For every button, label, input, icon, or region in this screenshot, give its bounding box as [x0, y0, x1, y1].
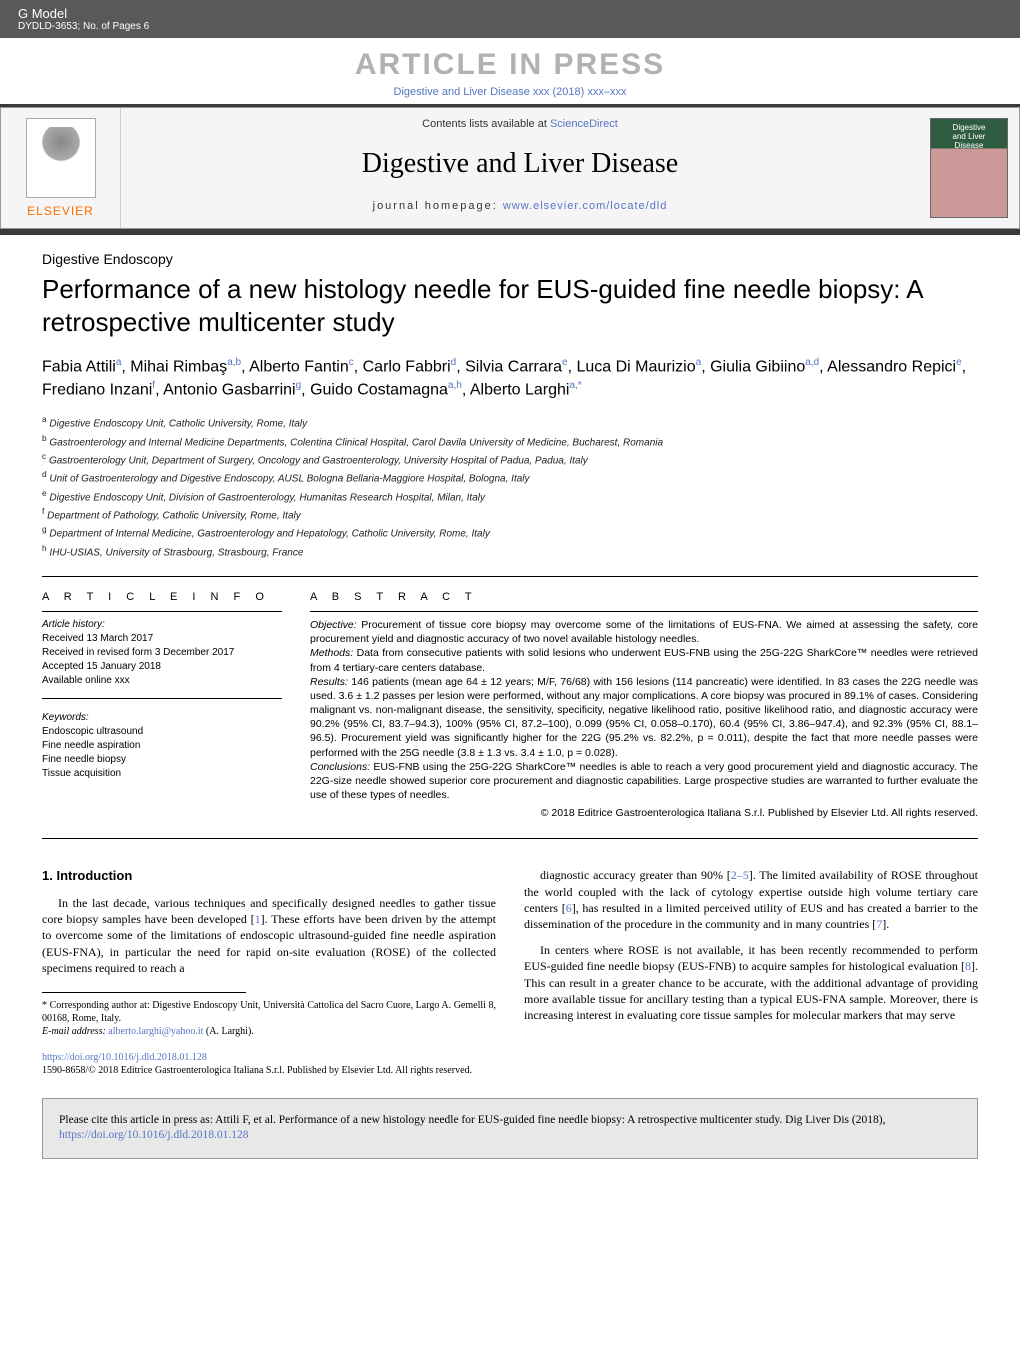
intro-p3: In centers where ROSE is not available, …: [524, 942, 978, 1023]
elsevier-tree-icon: [26, 118, 96, 198]
homepage-line: journal homepage: www.elsevier.com/locat…: [131, 200, 909, 212]
journal-cover: [919, 108, 1019, 228]
objective-text: Procurement of tissue core biopsy may ov…: [310, 619, 978, 645]
abstract-copyright: © 2018 Editrice Gastroenterologica Itali…: [310, 806, 978, 820]
journal-box: ELSEVIER Contents lists available at Sci…: [0, 107, 1020, 229]
corr-author: * Corresponding author at: Digestive End…: [42, 999, 496, 1025]
article-content: Digestive Endoscopy Performance of a new…: [0, 235, 1020, 1098]
results-text: 146 patients (mean age 64 ± 12 years; M/…: [310, 676, 978, 759]
doi-link[interactable]: https://doi.org/10.1016/j.dld.2018.01.12…: [42, 1052, 207, 1063]
press-banner: ARTICLE IN PRESS: [0, 38, 1020, 86]
online-date: Available online xxx: [42, 674, 282, 688]
journal-title: Digestive and Liver Disease: [131, 148, 909, 180]
model-header: G Model DYDLD-3653; No. of Pages 6: [0, 0, 1020, 38]
objective-label: Objective:: [310, 619, 357, 631]
keyword: Endoscopic ultrasound: [42, 725, 282, 739]
abstract-rule: [310, 611, 978, 612]
p2-text-a: diagnostic accuracy greater than 90% [: [540, 868, 731, 882]
authors: Fabia Attilia, Mihai Rimbaşa,b, Alberto …: [42, 356, 978, 401]
contents-line: Contents lists available at ScienceDirec…: [131, 118, 909, 130]
conclusions-label: Conclusions:: [310, 761, 370, 773]
keyword: Fine needle aspiration: [42, 739, 282, 753]
contents-prefix: Contents lists available at: [422, 118, 550, 130]
intro-p2: diagnostic accuracy greater than 90% [2–…: [524, 867, 978, 932]
history-label: Article history:: [42, 618, 282, 632]
cite-text: Please cite this article in press as: At…: [59, 1114, 885, 1126]
keywords-block: Keywords: Endoscopic ultrasound Fine nee…: [42, 711, 282, 781]
article-title: Performance of a new histology needle fo…: [42, 273, 978, 338]
conclusions-text: EUS-FNB using the 25G-22G SharkCore™ nee…: [310, 761, 978, 801]
left-column: 1. Introduction In the last decade, vari…: [42, 867, 496, 1037]
info-heading: A R T I C L E I N F O: [42, 591, 282, 603]
email-suffix: (A. Larghi).: [203, 1026, 253, 1037]
received-date: Received 13 March 2017: [42, 632, 282, 646]
elsevier-name: ELSEVIER: [27, 204, 94, 218]
journal-center: Contents lists available at ScienceDirec…: [121, 108, 919, 228]
abstract-column: A B S T R A C T Objective: Procurement o…: [310, 591, 978, 820]
homepage-link[interactable]: www.elsevier.com/locate/dld: [503, 200, 668, 212]
article-info-column: A R T I C L E I N F O Article history: R…: [42, 591, 282, 820]
body-columns: 1. Introduction In the last decade, vari…: [42, 867, 978, 1037]
email-label: E-mail address:: [42, 1026, 108, 1037]
homepage-prefix: journal homepage:: [373, 200, 503, 212]
info-rule-2: [42, 698, 282, 699]
history-block: Article history: Received 13 March 2017 …: [42, 618, 282, 688]
info-rule: [42, 611, 282, 612]
ref-link-2-5[interactable]: 2–5: [731, 868, 749, 882]
intro-p1: In the last decade, various techniques a…: [42, 895, 496, 976]
section-type: Digestive Endoscopy: [42, 251, 978, 267]
email-line: E-mail address: alberto.larghi@yahoo.it …: [42, 1025, 496, 1038]
p3-text-a: In centers where ROSE is not available, …: [524, 943, 978, 973]
doi-line: https://doi.org/10.1016/j.dld.2018.01.12…: [42, 1052, 978, 1063]
accepted-date: Accepted 15 January 2018: [42, 660, 282, 674]
footnote-separator: [42, 992, 246, 993]
sciencedirect-link[interactable]: ScienceDirect: [550, 118, 618, 130]
intro-heading: 1. Introduction: [42, 867, 496, 885]
cover-thumb-icon: [930, 118, 1008, 218]
cite-box: Please cite this article in press as: At…: [42, 1098, 978, 1159]
email-link[interactable]: alberto.larghi@yahoo.it: [108, 1026, 203, 1037]
info-abstract-row: A R T I C L E I N F O Article history: R…: [42, 576, 978, 839]
revised-date: Received in revised form 3 December 2017: [42, 646, 282, 660]
methods-text: Data from consecutive patients with soli…: [310, 647, 978, 673]
right-column: diagnostic accuracy greater than 90% [2–…: [524, 867, 978, 1037]
abstract-text: Objective: Procurement of tissue core bi…: [310, 618, 978, 820]
model-ref: DYDLD-3653; No. of Pages 6: [18, 21, 1002, 32]
p2-text-c: ], has resulted in a limited perceived u…: [524, 901, 978, 931]
keyword: Fine needle biopsy: [42, 753, 282, 767]
cite-link[interactable]: https://doi.org/10.1016/j.dld.2018.01.12…: [59, 1129, 249, 1141]
citation-link[interactable]: Digestive and Liver Disease xxx (2018) x…: [394, 86, 627, 98]
gmodel-label: G Model: [18, 6, 1002, 21]
affiliations: a Digestive Endoscopy Unit, Catholic Uni…: [42, 413, 978, 560]
p2-text-d: ].: [882, 917, 889, 931]
corresponding-footnote: * Corresponding author at: Digestive End…: [42, 999, 496, 1038]
citation-line: Digestive and Liver Disease xxx (2018) x…: [0, 86, 1020, 104]
keyword: Tissue acquisition: [42, 767, 282, 781]
keywords-label: Keywords:: [42, 711, 282, 725]
elsevier-logo: ELSEVIER: [1, 108, 121, 228]
results-label: Results:: [310, 676, 348, 688]
methods-label: Methods:: [310, 647, 353, 659]
journal-header-wrap: ELSEVIER Contents lists available at Sci…: [0, 104, 1020, 235]
abstract-heading: A B S T R A C T: [310, 591, 978, 603]
issn-copyright: 1590-8658/© 2018 Editrice Gastroenterolo…: [42, 1065, 978, 1076]
